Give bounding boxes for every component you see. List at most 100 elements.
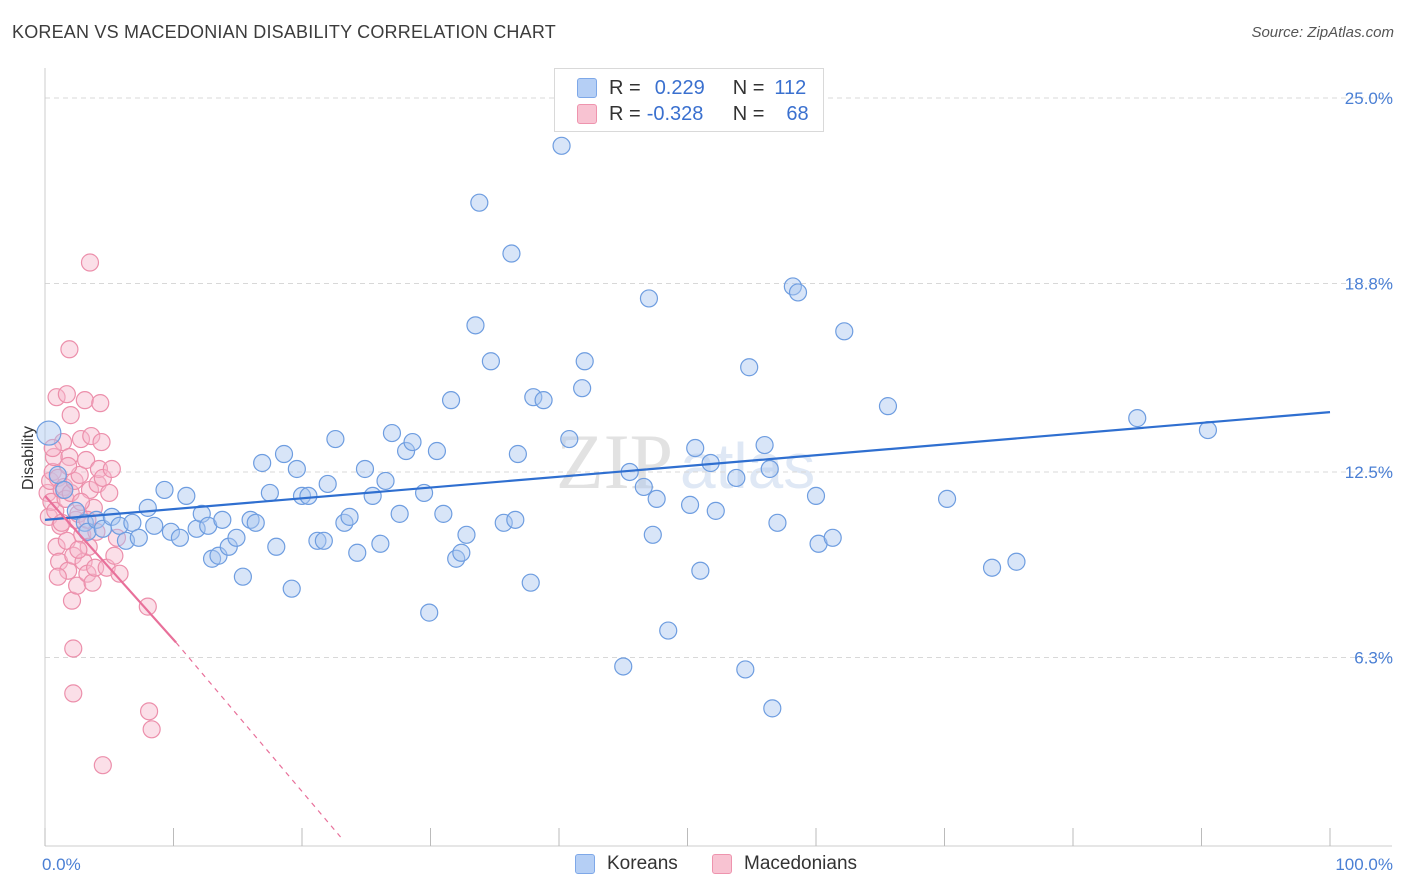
korean-point: [727, 468, 746, 488]
macedonian-point: [43, 438, 62, 458]
korean-point: [155, 480, 174, 500]
korean-point: [573, 379, 592, 398]
korean-point: [740, 358, 759, 377]
bottom-legend-macedonians: Macedonians: [712, 852, 857, 876]
chart-title: KOREAN VS MACEDONIAN DISABILITY CORRELAT…: [12, 22, 556, 42]
korean-point: [314, 531, 333, 550]
korean-point: [470, 193, 489, 212]
korean-point: [691, 561, 710, 580]
korean-point: [355, 459, 375, 479]
macedonian-point: [100, 483, 119, 503]
korean-point: [680, 495, 700, 514]
macedonian-point: [57, 385, 76, 404]
korean-point: [282, 579, 301, 598]
macedonian-point: [60, 340, 79, 359]
macedonian-point: [51, 516, 70, 535]
korean-point: [177, 486, 196, 506]
y-tick-label: 12.5%: [1345, 463, 1393, 482]
korean-point: [253, 453, 272, 473]
koreans-legend-label: Koreans: [607, 853, 678, 874]
macedonian-point: [139, 702, 159, 721]
bottom-legend-koreans: Koreans: [575, 852, 678, 876]
macedonian-point: [89, 459, 109, 479]
korean-point: [639, 289, 659, 308]
korean-point: [434, 504, 453, 523]
korean-point: [552, 136, 571, 155]
korean-point: [783, 277, 802, 296]
macedonian-point: [71, 429, 91, 449]
korean-point: [466, 316, 485, 335]
korean-point: [36, 420, 62, 446]
korean-point: [823, 528, 842, 547]
korean-point: [48, 465, 67, 485]
macedonian-point: [61, 406, 80, 425]
korean-point: [806, 486, 826, 506]
macedonians-legend-label: Macedonians: [744, 853, 858, 874]
macedonian-point: [142, 720, 161, 739]
korean-point: [170, 528, 190, 547]
watermark: ZIP atlas: [556, 418, 815, 505]
x-tick-label: 100.0%: [1335, 855, 1393, 874]
y-tick-label: 18.8%: [1345, 274, 1393, 293]
macedonian-point: [64, 639, 83, 658]
korean-point: [420, 603, 439, 622]
macedonians-trend-extension: [175, 642, 342, 838]
x-tick-labels: 0.0% 100.0%: [42, 855, 1393, 874]
macedonian-point: [91, 394, 110, 413]
korean-point: [634, 477, 653, 497]
korean-point: [348, 543, 367, 562]
korean-point: [647, 489, 666, 508]
korean-point: [287, 459, 306, 479]
macedonian-point: [47, 537, 66, 556]
korean-point: [614, 657, 633, 676]
korean-point: [213, 510, 232, 529]
korean-point: [233, 567, 252, 586]
korean-point: [575, 352, 594, 371]
macedonian-point: [105, 546, 124, 565]
koreans-points: [36, 136, 1218, 718]
macedonian-point: [59, 456, 78, 476]
korean-point: [227, 528, 246, 547]
macedonians-n-label: N =: [732, 102, 765, 125]
macedonian-point: [64, 684, 83, 703]
korean-point: [506, 510, 525, 529]
correlation-legend: R = 0.229 N = 112 R = -0.328 N = 68: [554, 68, 824, 132]
macedonian-point: [80, 253, 100, 272]
legend-row-macedonians: R = -0.328 N = 68: [577, 102, 809, 126]
korean-point: [335, 513, 354, 532]
korean-point: [382, 423, 402, 443]
koreans-legend-swatch: [575, 854, 595, 874]
korean-point: [260, 483, 279, 503]
macedonians-r-label: R =: [609, 102, 641, 125]
korean-point: [308, 531, 327, 550]
korean-point: [686, 438, 705, 458]
korean-point: [878, 397, 898, 416]
korean-point: [457, 525, 476, 544]
y-tick-label: 25.0%: [1345, 89, 1393, 108]
macedonian-point: [102, 459, 121, 479]
korean-point: [129, 528, 148, 547]
korean-point: [274, 444, 294, 464]
korean-point: [299, 486, 318, 506]
korean-point: [521, 573, 540, 592]
korean-point: [1007, 552, 1026, 571]
korean-point: [494, 513, 513, 532]
korean-point: [755, 435, 774, 455]
macedonian-point: [83, 573, 102, 592]
korean-point: [508, 444, 527, 464]
korean-point: [209, 546, 228, 565]
korean-point: [534, 391, 553, 410]
korean-point: [835, 322, 854, 341]
macedonian-point: [93, 756, 112, 775]
korean-point: [145, 516, 164, 535]
y-tick-labels: 6.3% 12.5% 18.8% 25.0%: [1345, 89, 1393, 668]
korean-point: [763, 699, 782, 718]
macedonians-legend-swatch: [712, 854, 732, 874]
macedonian-point: [92, 432, 111, 452]
korean-point: [441, 391, 461, 410]
macedonian-point: [47, 388, 66, 407]
korean-point: [760, 459, 779, 479]
korean-point: [447, 549, 466, 568]
korean-point: [560, 429, 579, 449]
